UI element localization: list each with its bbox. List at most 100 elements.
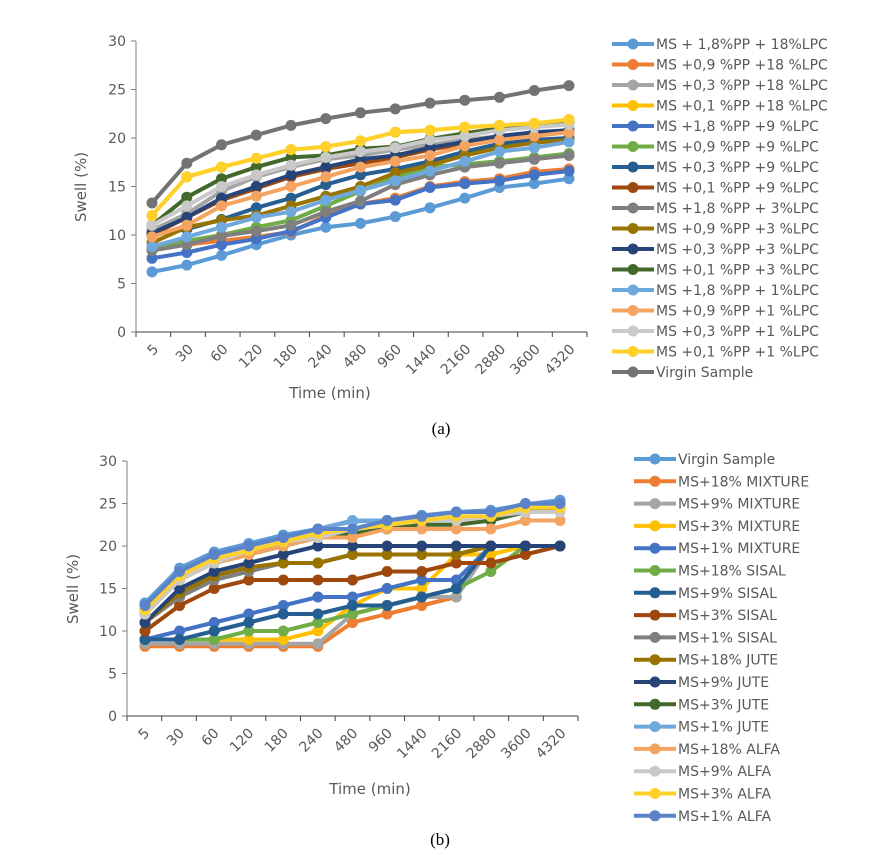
data-point <box>450 506 462 518</box>
data-point <box>416 523 428 535</box>
data-point <box>528 169 540 181</box>
data-point <box>320 113 332 125</box>
x-tick-label: 120 <box>227 726 257 756</box>
data-point <box>181 247 193 258</box>
data-point <box>450 583 462 594</box>
legend-swatch-marker <box>627 141 639 152</box>
legend-swatch-marker <box>627 305 639 316</box>
data-point <box>424 124 436 136</box>
y-tick-label: 20 <box>99 539 117 555</box>
data-point <box>181 200 193 212</box>
data-point <box>243 574 255 586</box>
legend-label: MS+18% MIXTURE <box>678 474 809 490</box>
x-tick-label: 4320 <box>533 726 570 763</box>
legend-label: MS+3% ALFA <box>678 787 772 803</box>
data-point <box>494 175 505 187</box>
data-point <box>528 153 540 165</box>
legend-swatch-marker <box>627 366 639 378</box>
series-7 <box>139 540 566 637</box>
data-point <box>424 97 436 109</box>
data-point <box>563 165 575 177</box>
data-point <box>312 625 324 637</box>
legend-label: MS +0,3 %PP +3 %LPC <box>656 242 819 258</box>
data-point <box>250 169 262 181</box>
data-point <box>250 233 262 245</box>
legend-swatch-marker <box>627 284 639 296</box>
data-point <box>250 225 262 237</box>
data-point <box>485 566 497 577</box>
data-point <box>312 617 324 628</box>
data-point <box>285 219 297 231</box>
legend-item: MS+3% JUTE <box>634 697 769 713</box>
legend-item: MS +0,1 %PP +18 %LPC <box>612 99 828 115</box>
legend-label: MS+1% JUTE <box>678 720 769 736</box>
legend-item: MS+9% JUTE <box>634 675 769 691</box>
legend-swatch-marker <box>627 79 639 91</box>
legend-label: MS +1,8 %PP +9 %LPC <box>656 119 819 135</box>
x-tick-label: 30 <box>173 342 197 366</box>
data-point <box>216 239 227 251</box>
y-axis-title: Swell (%) <box>64 554 82 624</box>
data-point <box>174 625 186 637</box>
legend-item: MS+9% ALFA <box>634 764 772 780</box>
data-point <box>355 217 366 229</box>
legend-item: MS +0,9 %PP +9 %LPC <box>612 140 819 156</box>
data-point <box>174 600 186 611</box>
legend-label: MS +0,3 %PP +1 %LPC <box>656 324 819 340</box>
legend: MS + 1,8%PP + 18%LPC MS +0,9 %PP +18 %LPC… <box>612 37 828 381</box>
y-tick-label: 5 <box>108 667 117 683</box>
data-point <box>459 94 471 106</box>
data-point <box>424 202 436 214</box>
legend-item: MS +1,8 %PP + 1%LPC <box>612 283 819 299</box>
data-point <box>320 206 332 218</box>
legend-item: MS+18% MIXTURE <box>634 474 809 490</box>
data-point <box>381 566 393 577</box>
y-axis-title: Swell (%) <box>72 152 90 222</box>
legend-label: MS +0,1 %PP +1 %LPC <box>656 345 819 361</box>
data-point <box>250 152 262 164</box>
data-point <box>243 617 255 628</box>
x-tick-label: 180 <box>262 726 292 756</box>
data-point <box>450 540 462 552</box>
x-tick-label: 2160 <box>429 726 466 763</box>
data-point <box>528 130 540 142</box>
data-point <box>381 540 393 552</box>
x-tick-label: 2880 <box>464 726 501 763</box>
data-point <box>563 150 575 161</box>
data-point <box>389 194 401 206</box>
legend-item: MS +0,1 %PP +3 %LPC <box>612 263 819 279</box>
series-12 <box>146 136 575 253</box>
legend-swatch-marker <box>649 631 661 643</box>
x-tick-label: 240 <box>296 726 326 756</box>
legend-swatch-marker <box>649 520 661 532</box>
y-tick-label: 25 <box>99 497 117 513</box>
data-point <box>416 510 428 522</box>
legend-label: MS +0,9 %PP +1 %LPC <box>656 304 819 320</box>
x-axis-title: Time (min) <box>328 780 410 798</box>
data-point <box>494 119 505 131</box>
legend-item: MS+18% JUTE <box>634 653 778 669</box>
data-point <box>320 194 332 206</box>
legend-label: MS+3% MIXTURE <box>678 519 800 535</box>
legend-label: MS +0,1 %PP +18 %LPC <box>656 99 828 115</box>
data-point <box>146 241 158 253</box>
legend-swatch-marker <box>627 161 639 173</box>
data-point <box>416 566 428 577</box>
data-point <box>450 557 462 569</box>
legend-item: MS+3% ALFA <box>634 787 772 803</box>
data-point <box>146 231 158 243</box>
x-tick-label: 5 <box>136 726 154 744</box>
legend-swatch-marker <box>627 223 639 234</box>
legend-label: MS+1% ALFA <box>678 809 772 825</box>
data-point <box>355 107 366 119</box>
legend-swatch-marker <box>627 182 639 193</box>
data-point <box>216 200 227 212</box>
legend-label: Virgin Sample <box>656 365 753 381</box>
legend-label: MS+9% ALFA <box>678 764 772 780</box>
data-point <box>424 142 436 154</box>
x-tick-label: 960 <box>366 726 396 756</box>
data-point <box>208 549 220 560</box>
data-point <box>416 583 428 594</box>
data-point <box>347 515 358 526</box>
data-point <box>355 195 366 207</box>
